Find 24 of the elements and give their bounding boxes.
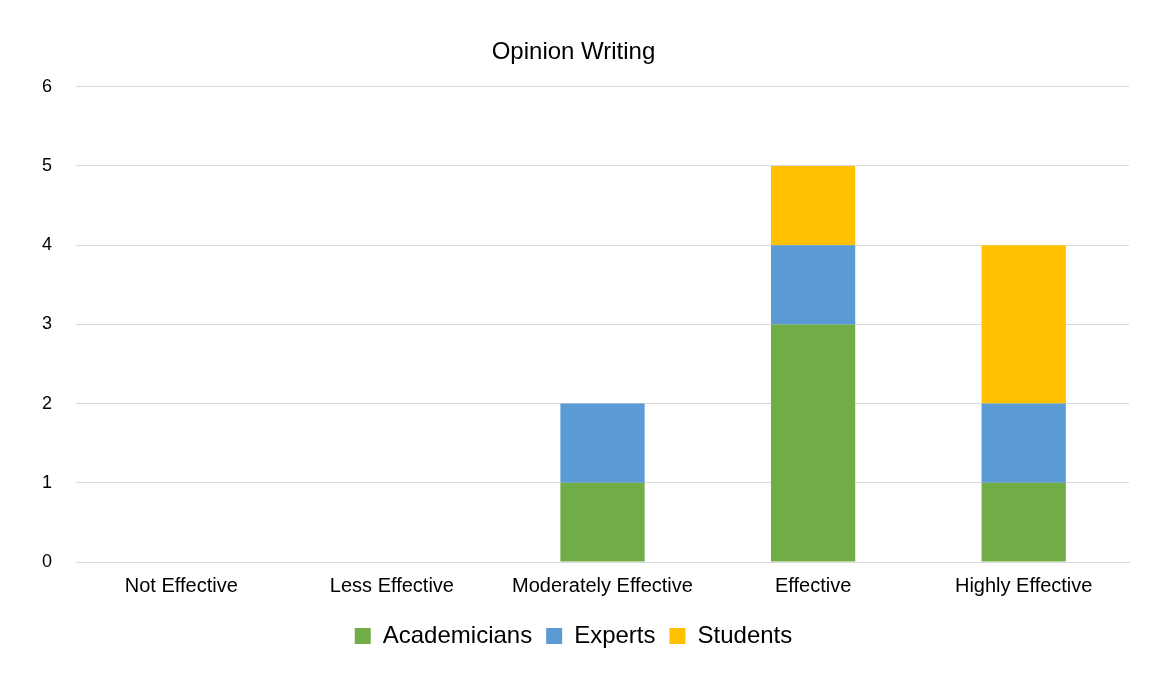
y-tick-label: 6	[42, 75, 53, 96]
legend-label: Students	[697, 620, 793, 648]
bar	[560, 482, 645, 562]
y-tick-label: 1	[42, 471, 53, 492]
bar	[770, 245, 856, 325]
y-tick-label: 0	[42, 550, 53, 571]
legend-label: Experts	[574, 620, 656, 648]
x-tick-label: Effective	[774, 573, 852, 596]
y-tick-label: 4	[42, 234, 53, 255]
x-tick-label: Highly Effective	[954, 573, 1093, 596]
bar	[981, 403, 1066, 483]
x-tick-label: Less Effective	[329, 573, 454, 596]
bar	[981, 482, 1066, 562]
y-tick-label: 5	[42, 154, 53, 175]
bar	[560, 403, 645, 483]
x-tick-label: Moderately Effective	[512, 573, 693, 596]
legend-label: Academicians	[382, 620, 533, 648]
chart-title: Opinion Writing	[491, 37, 656, 65]
y-tick-label: 2	[42, 392, 53, 413]
x-tick-label: Not Effective	[124, 573, 238, 596]
bar	[981, 245, 1066, 404]
bar	[770, 324, 856, 562]
y-tick-label: 3	[42, 313, 53, 334]
bar	[770, 166, 856, 246]
